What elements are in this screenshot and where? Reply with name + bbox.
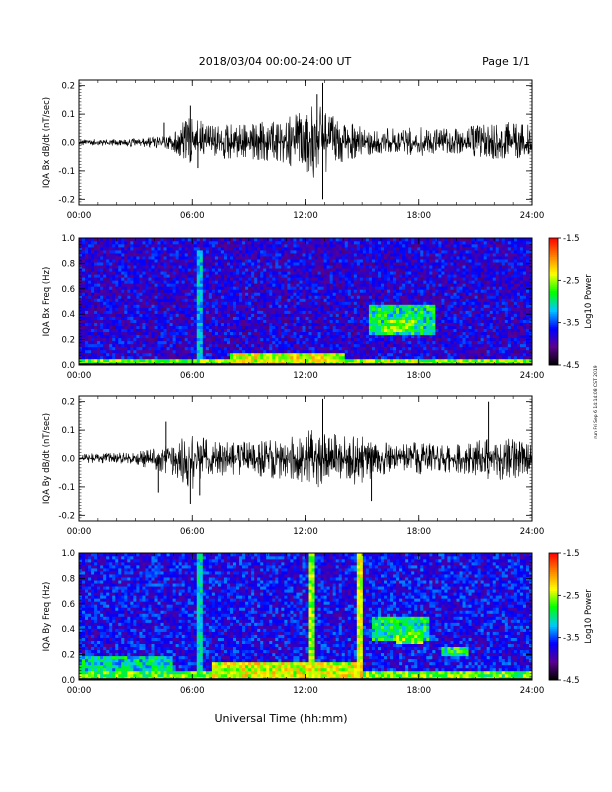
y-tick-label: 0.6 — [61, 285, 75, 295]
x-tick-label: 18:00 — [407, 371, 432, 381]
x-tick-label: 06:00 — [180, 371, 205, 381]
y-tick-label: 0.4 — [61, 625, 75, 635]
y-tick-label: -0.1 — [58, 483, 75, 493]
x-tick-label: 18:00 — [407, 211, 432, 221]
x-tick-label: 24:00 — [520, 211, 545, 221]
colorbar-tick-label: -4.5 — [563, 361, 580, 371]
colorbar-tick-label: -2.5 — [563, 591, 580, 601]
waveform-trace — [78, 106, 533, 178]
y-axis-label: IQA Bx dB/dt (nT/sec) — [42, 97, 52, 188]
colorbar-tick-label: -4.5 — [563, 676, 580, 686]
x-tick-label: 12:00 — [293, 686, 318, 696]
x-tick-label: 12:00 — [293, 371, 318, 381]
x-tick-label: 06:00 — [180, 211, 205, 221]
x-tick-label: 18:00 — [407, 527, 432, 537]
y-tick-label: 0.0 — [61, 139, 75, 149]
colorbar-frame — [548, 552, 559, 681]
y-tick-label: 0.2 — [61, 82, 75, 92]
y-tick-label: 0.6 — [61, 600, 75, 610]
x-tick-label: 24:00 — [520, 371, 545, 381]
colorbar-label: Log10 Power — [584, 589, 594, 644]
x-tick-label: 06:00 — [180, 686, 205, 696]
y-tick-label: -0.2 — [58, 511, 75, 521]
y-tick-label: 0.2 — [61, 651, 75, 661]
x-tick-label: 24:00 — [520, 686, 545, 696]
colorbar-label: Log10 Power — [584, 274, 594, 329]
y-axis-label: IQA Bx Freq (Hz) — [42, 267, 52, 337]
x-tick-label: 18:00 — [407, 686, 432, 696]
y-tick-label: 0.8 — [61, 574, 75, 584]
x-axis-label: Universal Time (hh:mm) — [215, 712, 348, 725]
x-tick-label: 24:00 — [520, 527, 545, 537]
y-tick-label: 0.0 — [61, 361, 75, 371]
y-tick-label: 0.1 — [61, 426, 75, 436]
page-number: Page 1/1 — [482, 55, 530, 68]
bx-spec-panel: -1.5 -2.5 -3.5 -4.5 Log10 Power 00:00 06:00 12:… — [42, 234, 594, 381]
y-tick-label: 0.2 — [61, 336, 75, 346]
x-tick-label: 12:00 — [293, 211, 318, 221]
x-tick-label: 00:00 — [67, 211, 92, 221]
x-tick-label: 06:00 — [180, 527, 205, 537]
panels: 00:00 06:00 12:00 18:00 24:00 0.2 0.1 0.0 -0.1 -0… — [42, 79, 594, 696]
x-tick-label: 12:00 — [293, 527, 318, 537]
y-axis-label: IQA By dB/dt (nT/sec) — [42, 413, 52, 504]
colorbar-tick-label: -1.5 — [563, 549, 580, 559]
colorbar-frame — [548, 237, 559, 366]
x-tick-label: 00:00 — [67, 527, 92, 537]
x-tick-label: 00:00 — [67, 686, 92, 696]
y-tick-label: 1.0 — [61, 234, 75, 244]
bx-wave-panel: 00:00 06:00 12:00 18:00 24:00 0.2 0.1 0.0 -0.1 -0… — [42, 79, 545, 221]
y-tick-label: 1.0 — [61, 549, 75, 559]
run-timestamp: run Fri Sep 6 14:14:08 CST 2019 — [593, 365, 599, 438]
waveform-trace — [78, 430, 533, 489]
y-tick-label: -0.1 — [58, 167, 75, 177]
colorbar-tick-label: -3.5 — [563, 634, 580, 644]
y-tick-label: 0.2 — [61, 398, 75, 408]
y-tick-label: 0.4 — [61, 310, 75, 320]
by-wave-panel: 00:00 06:00 12:00 18:00 24:00 0.2 0.1 0.0 -0.1 -0… — [42, 395, 545, 537]
by-spec-colorbar: -1.5 -2.5 -3.5 -4.5 Log10 Power — [548, 549, 594, 686]
y-axis-label: IQA By Freq (Hz) — [42, 582, 52, 652]
y-tick-label: 0.0 — [61, 676, 75, 686]
by-spec-panel: -1.5 -2.5 -3.5 -4.5 Log10 Power 00:00 06:00 12:… — [42, 549, 594, 696]
colorbar-tick-label: -3.5 — [563, 319, 580, 329]
colorbar-tick-label: -2.5 — [563, 276, 580, 286]
y-tick-label: 0.0 — [61, 455, 75, 465]
y-tick-label: -0.2 — [58, 195, 75, 205]
bx-spec-colorbar: -1.5 -2.5 -3.5 -4.5 Log10 Power — [548, 234, 594, 371]
x-tick-label: 00:00 — [67, 371, 92, 381]
colorbar-tick-label: -1.5 — [563, 234, 580, 244]
y-tick-label: 0.1 — [61, 110, 75, 120]
y-tick-label: 0.8 — [61, 259, 75, 269]
plot-title: 2018/03/04 00:00-24:00 UT — [199, 55, 352, 68]
